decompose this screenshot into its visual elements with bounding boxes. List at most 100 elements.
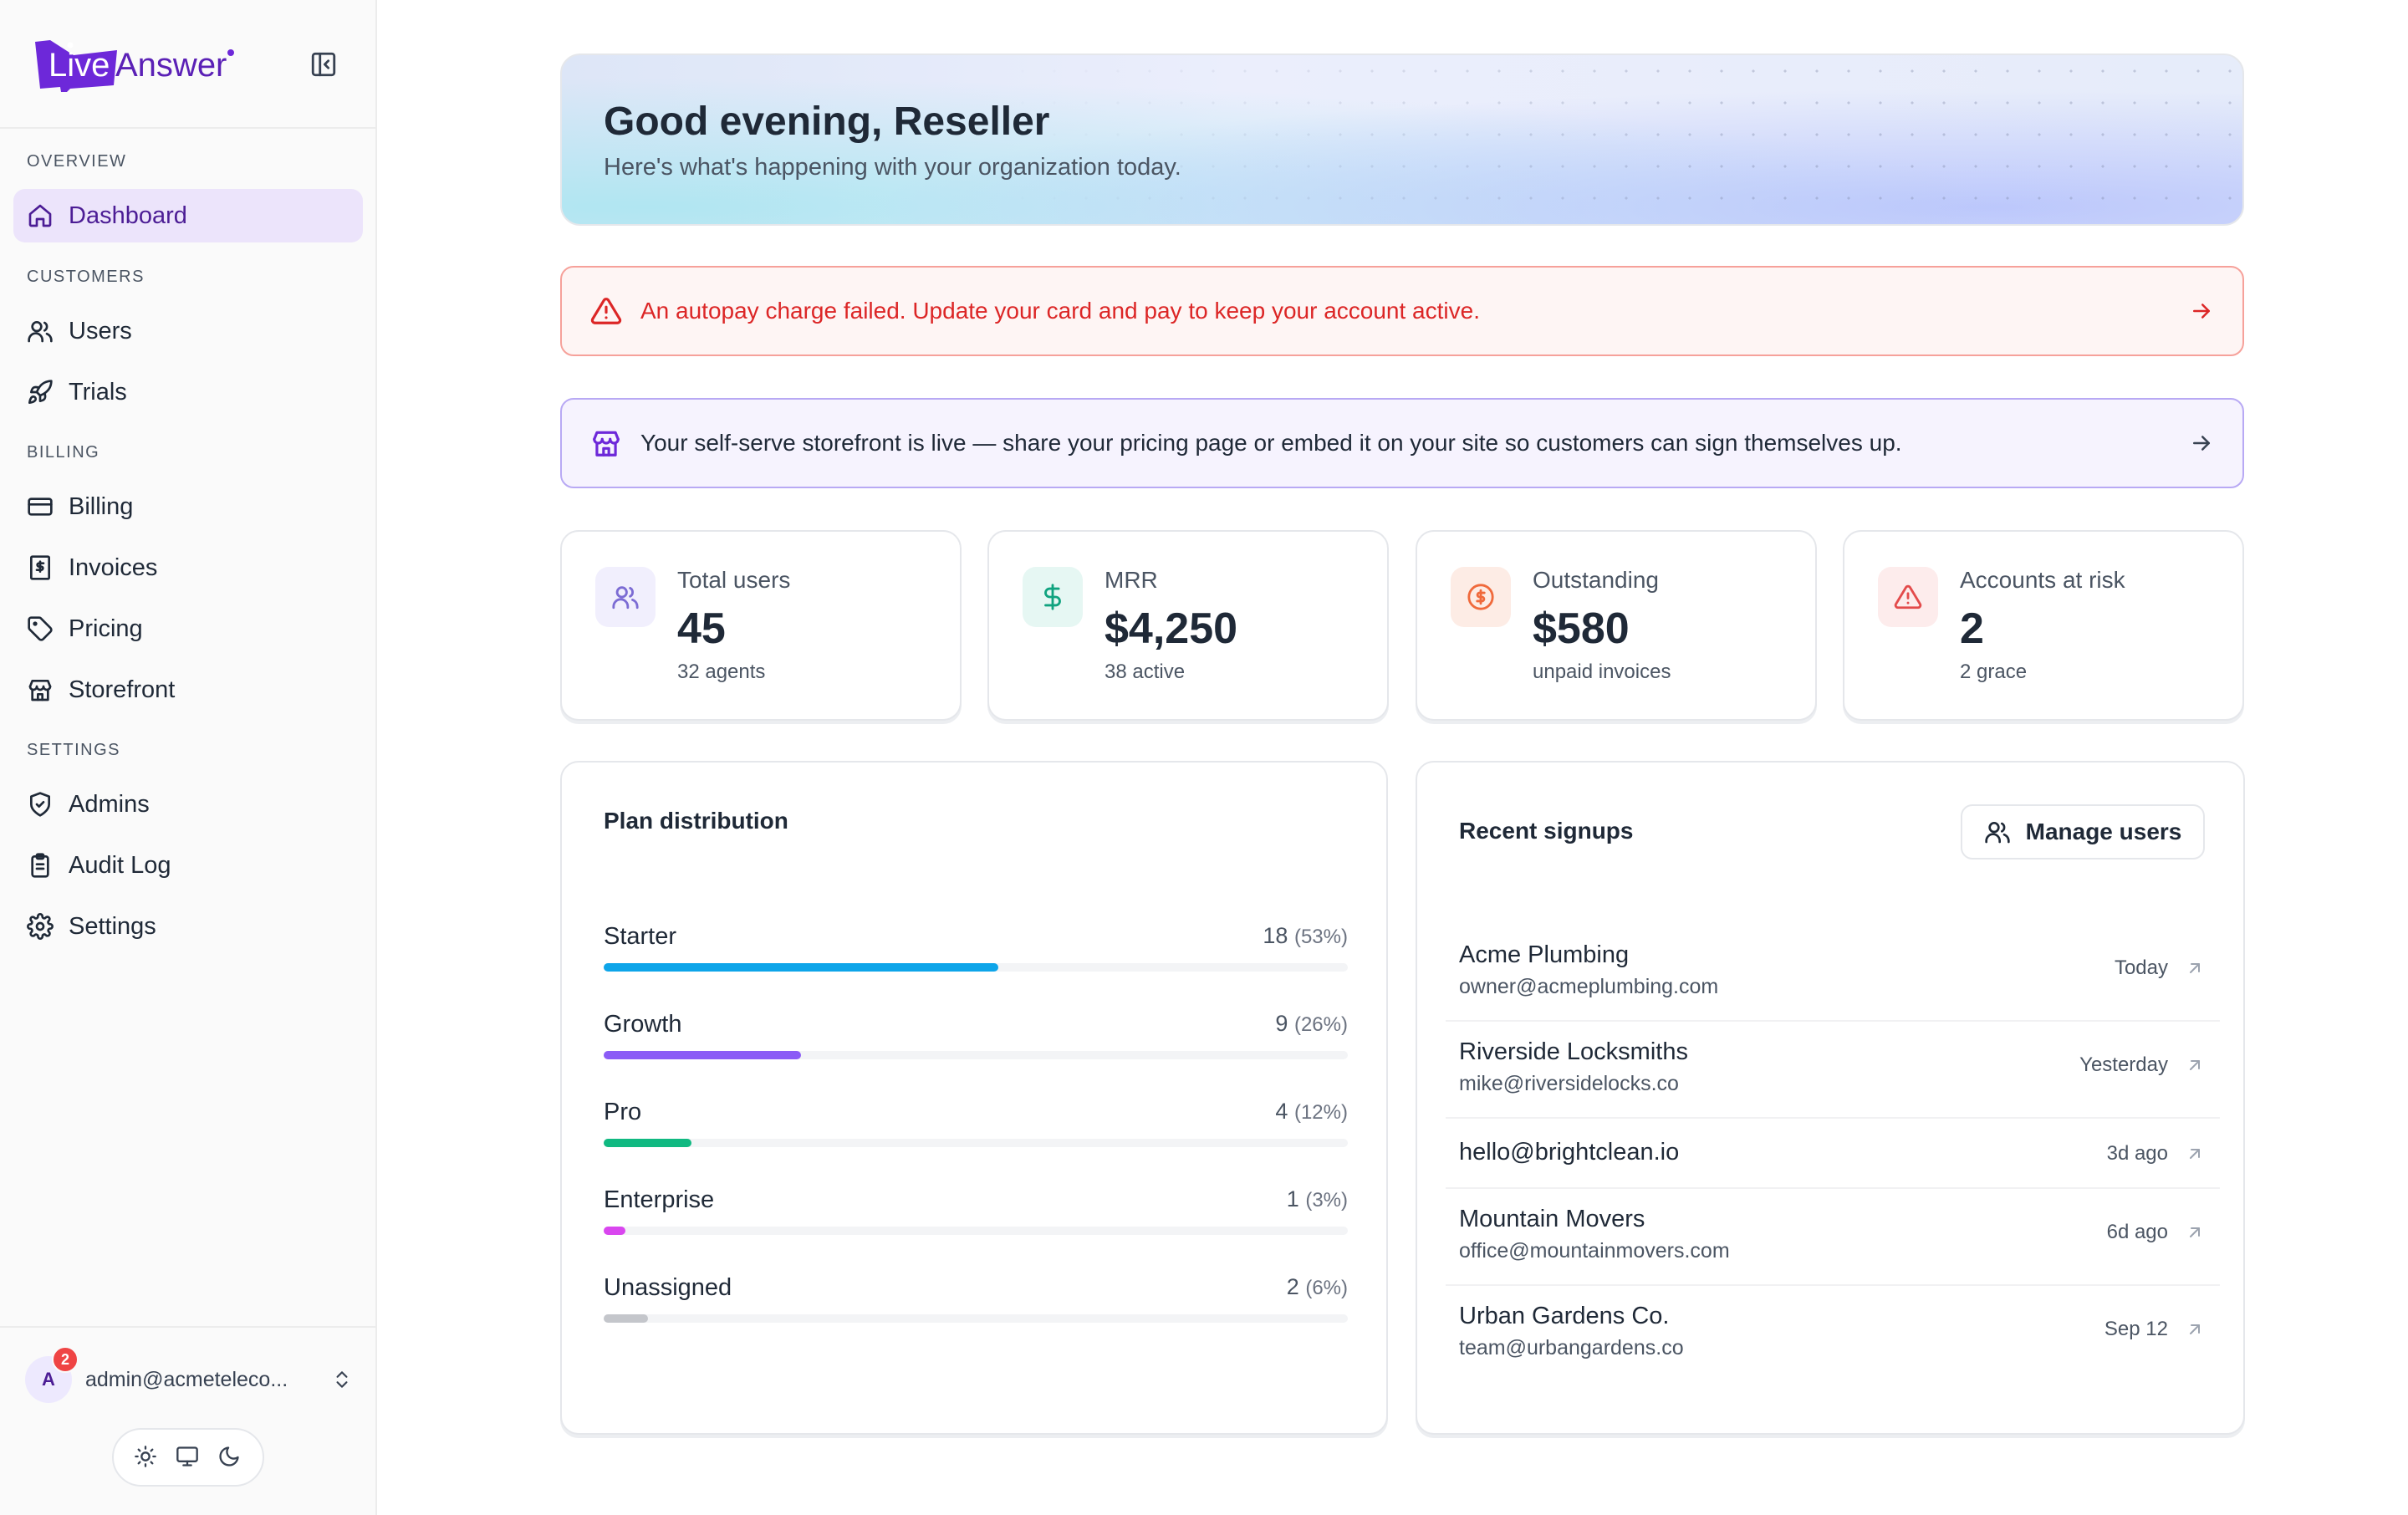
monitor-icon bbox=[176, 1446, 198, 1467]
home-icon bbox=[28, 204, 52, 227]
nav-section-overview: OVERVIEW bbox=[27, 152, 127, 171]
signup-name: Mountain Movers bbox=[1459, 1206, 1645, 1232]
plan-percent: (6%) bbox=[1305, 1277, 1348, 1299]
signup-email: team@urbangardens.co bbox=[1459, 1336, 1684, 1359]
panel-title: Plan distribution bbox=[604, 808, 788, 834]
signup-name: hello@brightclean.io bbox=[1459, 1139, 1680, 1166]
sidebar-item-label: Invoices bbox=[69, 553, 158, 581]
signup-email: office@mountainmovers.com bbox=[1459, 1239, 1730, 1262]
plan-distribution-panel: Plan distribution Starter 18 (53%) Growth 9… bbox=[560, 761, 1388, 1435]
stat-card-accounts-at-risk: Accounts at risk 2 2 grace bbox=[1843, 530, 2244, 721]
plan-progress-track bbox=[604, 963, 1348, 972]
plan-progress-track bbox=[604, 1227, 1348, 1235]
signup-row[interactable]: hello@brightclean.io 3d ago bbox=[1446, 1119, 2220, 1189]
manage-users-button[interactable]: Manage users bbox=[1961, 804, 2205, 860]
sidebar-item-dashboard[interactable]: Dashboard bbox=[13, 189, 363, 242]
users-icon bbox=[595, 567, 656, 627]
stat-sub: 2 grace bbox=[1960, 661, 2028, 683]
account-switcher[interactable]: A 2 admin@acmeteleco... bbox=[25, 1346, 353, 1406]
dark-theme-button[interactable] bbox=[217, 1445, 242, 1470]
alert-triangle-icon bbox=[590, 298, 622, 324]
autopay-failed-banner[interactable]: An autopay charge failed. Update your ca… bbox=[560, 266, 2244, 356]
system-theme-button[interactable] bbox=[176, 1445, 201, 1470]
signup-row[interactable]: Urban Gardens Co. team@urbangardens.co Sep… bbox=[1446, 1286, 2220, 1383]
plan-progress-fill bbox=[604, 963, 998, 972]
sidebar-item-settings[interactable]: Settings bbox=[13, 900, 363, 953]
plan-count: 18 (53%) bbox=[1263, 923, 1348, 949]
receipt-icon bbox=[30, 555, 50, 580]
sidebar-item-label: Audit Log bbox=[69, 851, 171, 879]
sidebar-item-users[interactable]: Users bbox=[13, 304, 363, 358]
plan-name: Pro bbox=[604, 1099, 642, 1125]
plan-count: 9 (26%) bbox=[1275, 1011, 1348, 1037]
plan-percent: (53%) bbox=[1293, 926, 1348, 948]
sidebar-item-label: Settings bbox=[69, 912, 156, 940]
stat-value: $4,250 bbox=[1105, 604, 1238, 653]
sidebar-item-label: Billing bbox=[69, 492, 134, 520]
sidebar-item-pricing[interactable]: Pricing bbox=[13, 602, 363, 655]
signup-email: mike@riversidelocks.co bbox=[1459, 1072, 1679, 1095]
sidebar-item-trials[interactable]: Trials bbox=[13, 365, 363, 419]
sidebar-item-label: Users bbox=[69, 317, 132, 344]
stat-label: Outstanding bbox=[1533, 567, 1659, 593]
plan-count-value: 18 bbox=[1263, 923, 1288, 948]
stat-sub: unpaid invoices bbox=[1533, 661, 1671, 683]
plan-progress-track bbox=[604, 1139, 1348, 1147]
liveanswer-logo[interactable]: Live Answer bbox=[33, 37, 237, 92]
manage-users-label: Manage users bbox=[2025, 819, 2182, 844]
users-icon bbox=[28, 321, 53, 343]
store-icon bbox=[28, 680, 52, 701]
plan-progress-fill bbox=[604, 1314, 648, 1323]
sidebar-item-storefront[interactable]: Storefront bbox=[13, 663, 363, 717]
stat-sub: 38 active bbox=[1105, 661, 1186, 683]
credit-card-icon bbox=[28, 497, 53, 516]
plan-count-value: 1 bbox=[1286, 1186, 1299, 1211]
sidebar-item-billing[interactable]: Billing bbox=[13, 480, 363, 533]
store-icon bbox=[593, 431, 620, 457]
plan-row: Unassigned 2 (6%) bbox=[604, 1274, 1348, 1324]
sidebar-item-audit-log[interactable]: Audit Log bbox=[13, 839, 363, 892]
plan-percent: (26%) bbox=[1293, 1013, 1348, 1036]
signup-date: 6d ago bbox=[2106, 1221, 2168, 1243]
stat-value: 2 bbox=[1960, 604, 1984, 653]
arrow-up-right-icon bbox=[2190, 1149, 2200, 1159]
signup-row[interactable]: Mountain Movers office@mountainmovers.com… bbox=[1446, 1189, 2220, 1286]
plan-count: 1 (3%) bbox=[1287, 1186, 1348, 1212]
signup-row[interactable]: Acme Plumbing owner@acmeplumbing.com Today bbox=[1446, 925, 2220, 1022]
nav-section-customers: CUSTOMERS bbox=[27, 268, 145, 286]
plan-name: Enterprise bbox=[604, 1186, 715, 1213]
plan-progress-track bbox=[604, 1051, 1348, 1059]
avatar-initial: A bbox=[42, 1369, 55, 1390]
stat-value: 45 bbox=[677, 604, 726, 653]
collapse-sidebar-icon[interactable] bbox=[309, 50, 338, 79]
sidebar-item-invoices[interactable]: Invoices bbox=[13, 541, 363, 594]
plan-progress-fill bbox=[604, 1227, 625, 1235]
sidebar: Live Answer OVERVIEW Dashboard CUSTOMERS… bbox=[0, 0, 377, 1515]
plan-percent: (3%) bbox=[1305, 1189, 1348, 1211]
arrow-up-right-icon bbox=[2190, 963, 2200, 973]
signup-row[interactable]: Riverside Locksmiths mike@riversidelocks.… bbox=[1446, 1022, 2220, 1119]
nav-section-settings: SETTINGS bbox=[27, 741, 121, 759]
stat-value: $580 bbox=[1533, 604, 1630, 653]
coin-icon bbox=[1451, 567, 1511, 627]
plan-progress-fill bbox=[604, 1139, 691, 1147]
plan-progress-fill bbox=[604, 1051, 801, 1059]
storefront-live-banner[interactable]: Your self-serve storefront is live — sha… bbox=[560, 398, 2244, 488]
sidebar-item-label: Trials bbox=[69, 378, 127, 406]
arrow-right-icon bbox=[2193, 304, 2210, 319]
avatar: A 2 bbox=[25, 1346, 79, 1403]
welcome-hero: Good evening, Reseller Here's what's hap… bbox=[560, 54, 2244, 226]
moon-icon bbox=[219, 1446, 239, 1467]
logo-area: Live Answer bbox=[0, 0, 375, 129]
sidebar-item-label: Storefront bbox=[69, 676, 176, 703]
plan-row: Enterprise 1 (3%) bbox=[604, 1186, 1348, 1237]
sidebar-item-admins[interactable]: Admins bbox=[13, 778, 363, 831]
signup-date: 3d ago bbox=[2106, 1142, 2168, 1165]
sidebar-item-label: Dashboard bbox=[69, 201, 187, 229]
page-subtitle: Here's what's happening with your organi… bbox=[604, 154, 1181, 181]
tag-icon bbox=[28, 616, 53, 641]
plan-percent: (12%) bbox=[1293, 1101, 1348, 1124]
light-theme-button[interactable] bbox=[134, 1445, 159, 1470]
stat-label: Total users bbox=[677, 567, 791, 593]
arrow-up-right-icon bbox=[2190, 1324, 2200, 1334]
